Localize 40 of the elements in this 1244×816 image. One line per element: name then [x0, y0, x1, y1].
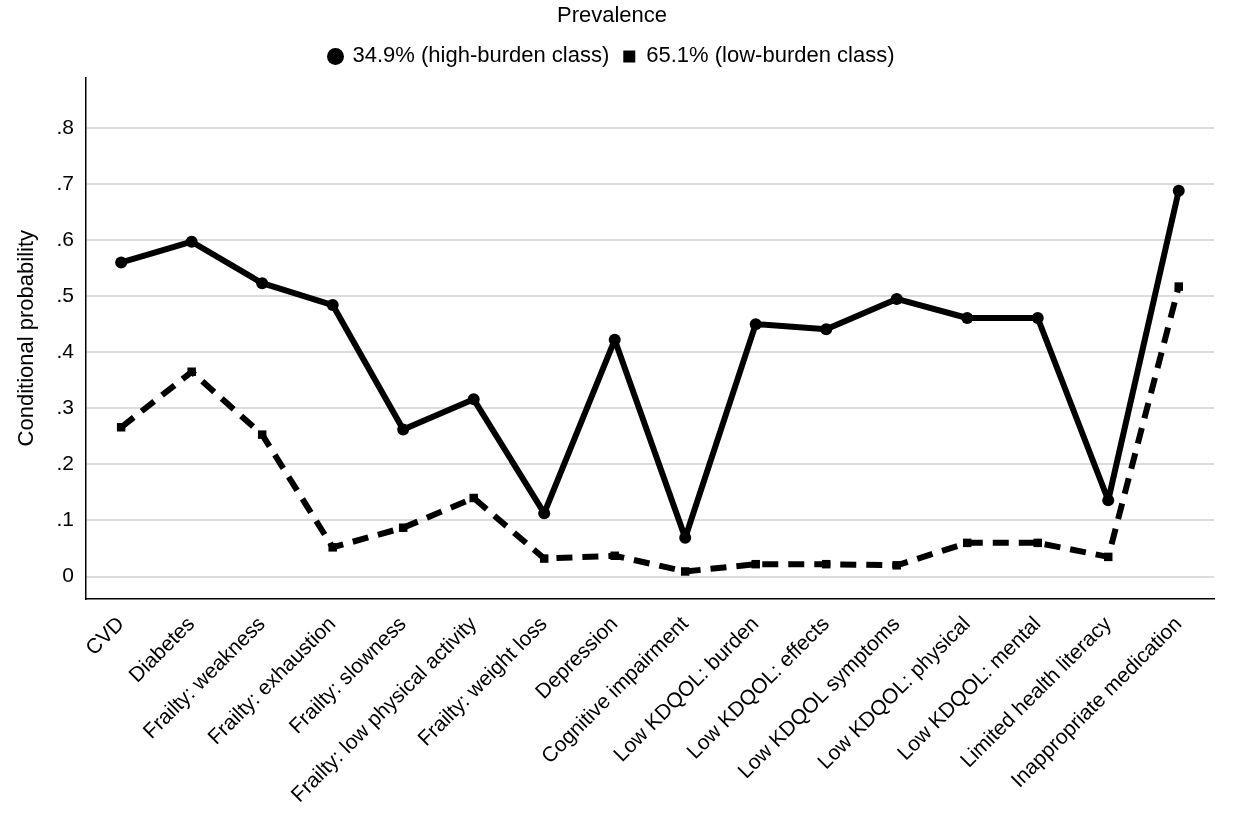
- point: [610, 551, 619, 561]
- point: [469, 493, 478, 503]
- point: [185, 235, 198, 248]
- point: [326, 299, 339, 312]
- x-tick-label: CVD: [80, 611, 129, 660]
- point: [398, 523, 408, 532]
- y-tick-label: .3: [56, 395, 74, 419]
- point: [257, 430, 267, 439]
- y-tick-label: .7: [56, 170, 74, 194]
- point: [187, 367, 196, 377]
- point: [1031, 311, 1044, 324]
- point: [892, 561, 901, 570]
- point: [1033, 538, 1042, 548]
- point: [1102, 494, 1115, 507]
- y-axis-title: Conditional probability: [13, 229, 39, 447]
- point: [751, 559, 760, 569]
- point: [467, 393, 480, 406]
- point: [890, 292, 903, 305]
- point: [116, 423, 126, 432]
- y-tick-label: .8: [56, 114, 74, 138]
- legend-title: Prevalence: [556, 2, 668, 28]
- point: [328, 543, 337, 552]
- point: [1174, 282, 1183, 291]
- legend-label: 65.1% (low-burden class): [646, 42, 895, 68]
- point: [539, 554, 549, 563]
- y-tick-label: .4: [56, 338, 75, 362]
- legend-label: 34.9% (high-burden class): [352, 42, 610, 68]
- point: [397, 423, 410, 436]
- point: [820, 323, 833, 336]
- point: [680, 567, 690, 576]
- point: [256, 277, 269, 290]
- point: [749, 318, 762, 331]
- y-tick-label: 0: [62, 563, 74, 587]
- point: [1172, 184, 1185, 197]
- y-tick-label: .2: [56, 451, 74, 475]
- point: [961, 311, 974, 324]
- y-tick-label: .5: [56, 282, 74, 306]
- y-tick-label: .6: [56, 226, 74, 250]
- point: [115, 256, 128, 269]
- y-tick-label: .1: [56, 507, 74, 531]
